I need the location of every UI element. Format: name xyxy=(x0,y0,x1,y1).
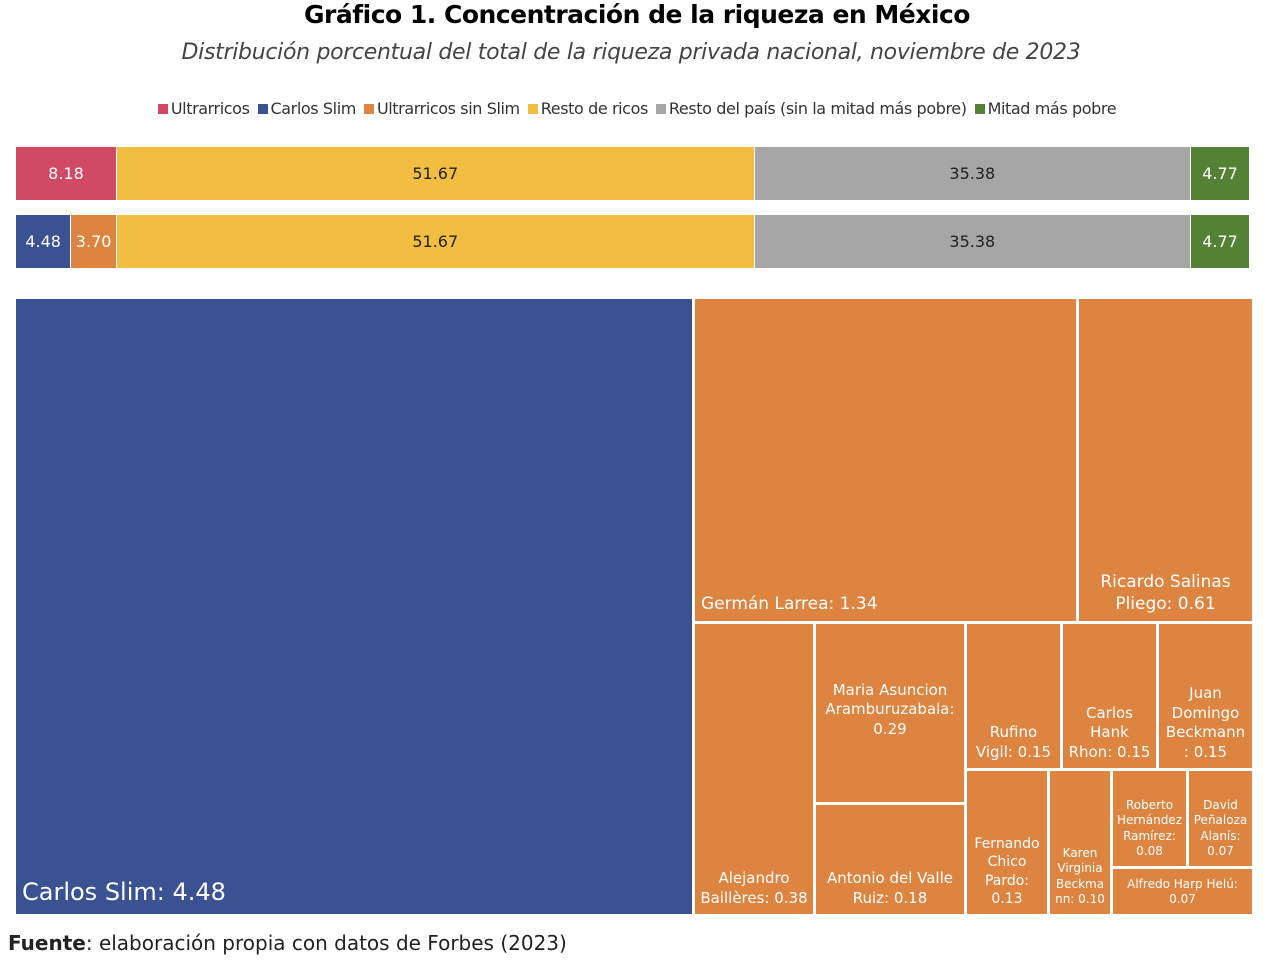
source-label: Fuente xyxy=(8,931,86,955)
treemap-cell-maria-asuncion-aramburuzabala: Maria Asuncion Aramburuzabala: 0.29 xyxy=(816,624,964,802)
treemap-cell-carlos-slim: Carlos Slim: 4.48 xyxy=(16,299,692,914)
treemap-cell-carlos-hank-rhon: Carlos Hank Rhon: 0.15 xyxy=(1063,624,1156,768)
treemap-label: Carlos Slim: 4.48 xyxy=(22,877,226,906)
treemap-label: Juan Domingo Beckmann : 0.15 xyxy=(1165,684,1246,761)
treemap-cell-karen-virginia-beckmann: Karen Virginia Beckma nn: 0.10 xyxy=(1050,771,1110,914)
legend-label: Resto de ricos xyxy=(540,99,649,118)
legend-label: Resto del país (sin la mitad más pobre) xyxy=(668,99,967,118)
legend-label: Mitad más pobre xyxy=(987,99,1117,118)
treemap-cell-roberto-hernandez-ramirez: Roberto Hernández Ramírez: 0.08 xyxy=(1113,771,1186,866)
treemap-label: Maria Asuncion Aramburuzabala: 0.29 xyxy=(825,680,955,738)
legend-swatch xyxy=(974,103,985,114)
stacked-bar-slim-split: 4.48 3.70 51.67 35.38 4.77 xyxy=(16,215,1250,268)
treemap-label: David Peñaloza Alanís: 0.07 xyxy=(1193,797,1248,859)
bar-segment-resto-de-ricos: 51.67 xyxy=(116,147,755,200)
bar-segment-carlos-slim: 4.48 xyxy=(16,215,72,268)
legend-item-resto-del-pais-sin-la-mitad-mas-pobre: Resto del país (sin la mitad más pobre) xyxy=(655,99,967,118)
treemap-cell-rufino-vigil: Rufino Vigil: 0.15 xyxy=(967,624,1060,768)
bar-segment-resto-del-pais-sin-la-mitad-mas-pobre: 35.38 xyxy=(754,215,1192,268)
chart-title: Gráfico 1. Concentración de la riqueza e… xyxy=(304,0,970,29)
stacked-bar-ultrarricos: 8.18 51.67 35.38 4.77 xyxy=(16,147,1250,200)
chart-subtitle: Distribución porcentual del total de la … xyxy=(181,40,1081,65)
treemap-label: Roberto Hernández Ramírez: 0.08 xyxy=(1117,797,1182,859)
treemap-label: Fernando Chico Pardo: 0.13 xyxy=(974,836,1040,907)
treemap-label: Ricardo Salinas Pliego: 0.61 xyxy=(1100,571,1231,614)
legend: Ultrarricos Carlos Slim Ultrarricos sin Sl… xyxy=(0,99,1274,118)
source-text: : elaboración propia con datos de Forbes… xyxy=(85,931,567,955)
bar-segment-resto-del-pais-sin-la-mitad-mas-pobre: 35.38 xyxy=(754,147,1192,200)
legend-item-carlos-slim: Carlos Slim xyxy=(257,99,357,118)
bar-segment-resto-de-ricos: 51.67 xyxy=(116,215,755,268)
legend-item-mitad-mas-pobre: Mitad más pobre xyxy=(974,99,1117,118)
treemap-label: Germán Larrea: 1.34 xyxy=(701,593,878,614)
treemap-label: Antonio del Valle Ruiz: 0.18 xyxy=(827,869,953,907)
treemap-cell-ricardo-salinas-pliego: Ricardo Salinas Pliego: 0.61 xyxy=(1079,299,1252,621)
legend-item-ultrarricos-sin-slim: Ultrarricos sin Slim xyxy=(363,99,520,118)
treemap-label: Rufino Vigil: 0.15 xyxy=(975,723,1052,761)
legend-label: Carlos Slim xyxy=(270,99,357,118)
legend-label: Ultrarricos sin Slim xyxy=(376,99,520,118)
legend-swatch xyxy=(157,103,168,114)
treemap-cell-fernando-chico-pardo: Fernando Chico Pardo: 0.13 xyxy=(967,771,1047,914)
source-note: Fuente: elaboración propia con datos de … xyxy=(8,931,567,955)
treemap-cell-antonio-del-valle-ruiz: Antonio del Valle Ruiz: 0.18 xyxy=(816,805,964,914)
legend-swatch xyxy=(527,103,538,114)
bar-segment-ultrarricos: 8.18 xyxy=(16,147,117,200)
bar-segment-ultrarricos-sin-slim: 3.70 xyxy=(71,215,117,268)
treemap-cell-david-penaloza-alanis: David Peñaloza Alanís: 0.07 xyxy=(1189,771,1252,866)
treemap-label: Karen Virginia Beckma nn: 0.10 xyxy=(1055,845,1105,907)
legend-swatch xyxy=(363,103,374,114)
treemap-cell-german-larrea: Germán Larrea: 1.34 xyxy=(695,299,1076,621)
legend-label: Ultrarricos xyxy=(170,99,250,118)
bar-segment-mitad-mas-pobre: 4.77 xyxy=(1191,215,1250,268)
treemap-label: Carlos Hank Rhon: 0.15 xyxy=(1068,703,1151,761)
treemap-cell-juan-domingo-beckmann: Juan Domingo Beckmann : 0.15 xyxy=(1159,624,1252,768)
bar-segment-mitad-mas-pobre: 4.77 xyxy=(1191,147,1250,200)
treemap-cell-alfredo-harp-helu: Alfredo Harp Helú: 0.07 xyxy=(1113,869,1252,914)
treemap-label: Alfredo Harp Helú: 0.07 xyxy=(1127,876,1238,907)
legend-item-resto-de-ricos: Resto de ricos xyxy=(527,99,649,118)
legend-swatch xyxy=(257,103,268,114)
treemap-cell-alejandro-bailleres: Alejandro Baillères: 0.38 xyxy=(695,624,813,914)
legend-swatch xyxy=(655,103,666,114)
legend-item-ultrarricos: Ultrarricos xyxy=(157,99,250,118)
treemap-label: Alejandro Baillères: 0.38 xyxy=(700,869,808,907)
